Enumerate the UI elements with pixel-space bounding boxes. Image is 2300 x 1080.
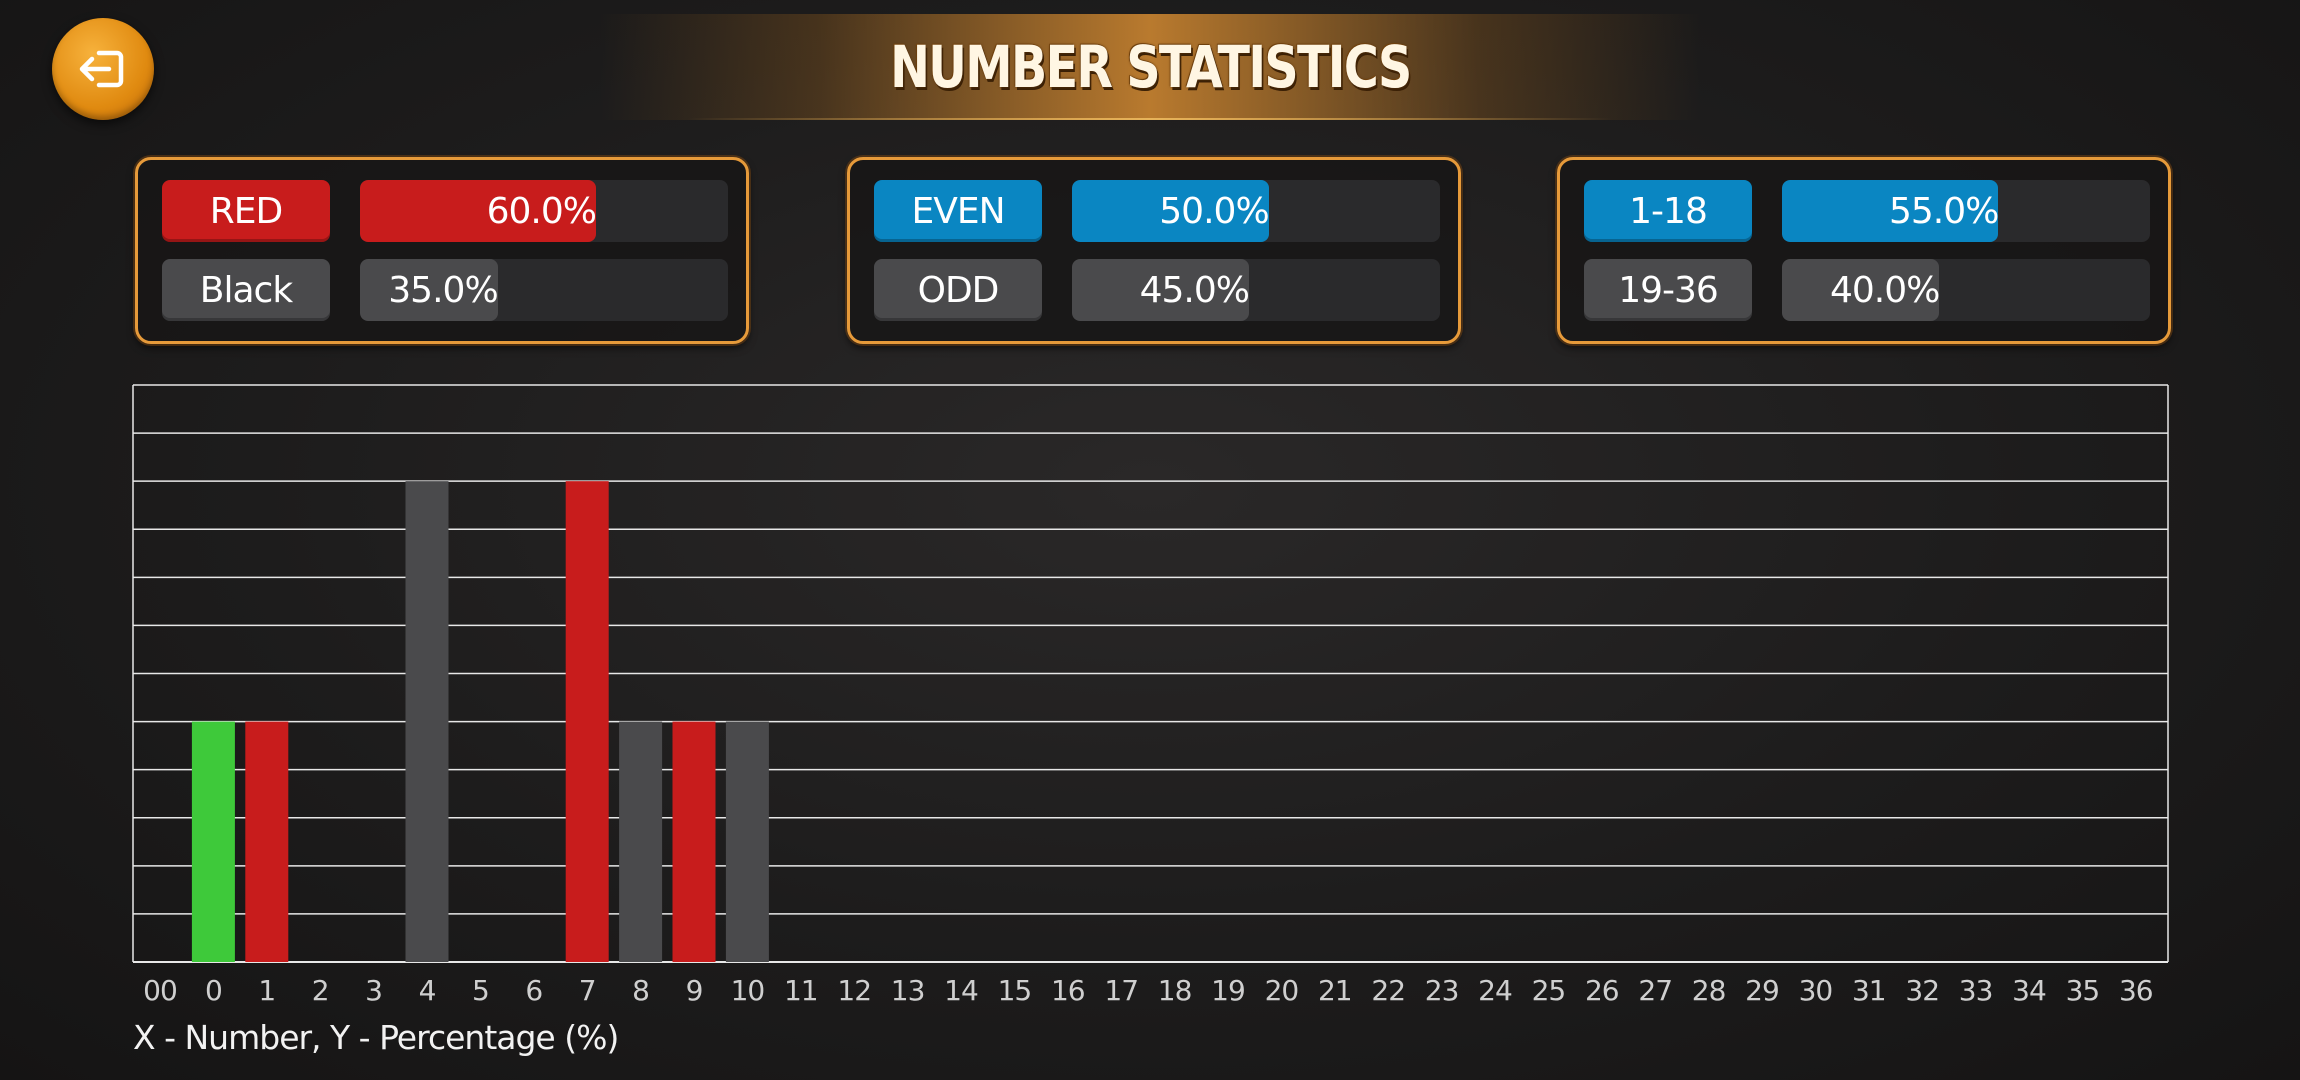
x-tick-label: 31 (1852, 974, 1886, 1007)
x-tick-label: 5 (472, 974, 489, 1007)
stat-bar-fill (360, 259, 498, 321)
stat-value: 50.0% (1159, 190, 1269, 232)
back-button[interactable] (52, 18, 154, 120)
x-tick-label: 29 (1745, 974, 1779, 1007)
axis-caption: X - Number, Y - Percentage (%) (133, 1018, 619, 1057)
x-tick-label: 25 (1532, 974, 1566, 1007)
stat-row: RED 60.0% (162, 180, 728, 242)
x-tick-label: 20 (1265, 974, 1299, 1007)
stat-bar-track (1072, 259, 1440, 321)
stat-bar-track (360, 180, 728, 242)
x-tick-label: 11 (784, 974, 818, 1007)
stat-row: ODD 45.0% (874, 259, 1440, 321)
x-tick-label: 8 (632, 974, 649, 1007)
x-tick-label: 21 (1318, 974, 1352, 1007)
stat-value: 45.0% (1139, 269, 1250, 311)
x-tick-label: 17 (1104, 974, 1138, 1007)
stat-value: 40.0% (1829, 269, 1940, 311)
stat-label: RED (162, 180, 330, 242)
x-tick-label: 26 (1585, 974, 1619, 1007)
x-tick-label: 35 (2066, 974, 2100, 1007)
exit-arrow-icon (79, 50, 124, 88)
stat-row: 19-36 40.0% (1584, 259, 2150, 321)
stat-label: ODD (874, 259, 1042, 321)
x-tick-label: 0 (205, 974, 222, 1007)
bar-10 (725, 721, 769, 962)
stat-bar-fill (1782, 259, 1940, 321)
x-tick-label: 15 (998, 974, 1032, 1007)
stat-value: 35.0% (388, 269, 498, 311)
bar-4 (405, 481, 449, 962)
x-tick-label: 00 (143, 974, 177, 1007)
x-tick-label: 23 (1425, 974, 1459, 1007)
stat-value: 60.0% (486, 190, 597, 232)
stat-label: EVEN (874, 180, 1042, 242)
even-odd-panel: EVEN 50.0% ODD 45.0% (847, 157, 1461, 344)
page-title: NUMBER STATISTICS (889, 33, 1412, 101)
stat-row: Black 35.0% (162, 259, 728, 321)
bar-9 (672, 721, 716, 962)
stat-label: Black (162, 259, 330, 321)
bar-8 (619, 721, 663, 962)
x-tick-label: 34 (2012, 974, 2046, 1007)
bar-0 (191, 721, 235, 962)
x-tick-label: 1 (258, 974, 275, 1007)
x-tick-label: 32 (1905, 974, 1939, 1007)
x-tick-label: 10 (731, 974, 765, 1007)
stat-bar-fill (1782, 180, 1999, 242)
stat-row: EVEN 50.0% (874, 180, 1440, 242)
x-tick-label: 7 (579, 974, 596, 1007)
x-tick-label: 33 (1959, 974, 1993, 1007)
x-tick-label: 16 (1051, 974, 1085, 1007)
x-tick-label: 14 (944, 974, 978, 1007)
red-black-panel: RED 60.0% Black 35.0% (135, 157, 749, 344)
x-tick-label: 18 (1158, 974, 1192, 1007)
x-tick-label: 2 (312, 974, 329, 1007)
x-tick-label: 30 (1799, 974, 1833, 1007)
x-tick-label: 3 (365, 974, 382, 1007)
x-tick-label: 12 (837, 974, 871, 1007)
stat-bar-fill (1072, 180, 1269, 242)
x-tick-label: 4 (419, 974, 436, 1007)
stat-bar-fill (360, 180, 596, 242)
x-tick-label: 24 (1478, 974, 1512, 1007)
stat-bar-track (1072, 180, 1440, 242)
stat-bar-track (1782, 180, 2150, 242)
stat-bar-fill (1072, 259, 1249, 321)
stat-label: 1-18 (1584, 180, 1752, 242)
x-tick-label: 6 (525, 974, 542, 1007)
x-tick-label: 28 (1692, 974, 1726, 1007)
x-tick-label: 27 (1638, 974, 1672, 1007)
bar-1 (245, 721, 289, 962)
stat-label: 19-36 (1584, 259, 1752, 321)
x-tick-label: 36 (2119, 974, 2153, 1007)
bar-7 (565, 481, 609, 962)
number-frequency-chart: 00 0 1 2 3 4 5 6 7 8 9 10 11 12 13 14 15 16 17 18 19 20 21 22 23… (132, 384, 2169, 1007)
stat-row: 1-18 55.0% (1584, 180, 2150, 242)
x-tick-label: 13 (891, 974, 925, 1007)
title-banner: NUMBER STATISTICS (600, 14, 1700, 120)
stat-value: 55.0% (1888, 190, 1999, 232)
x-tick-label: 22 (1371, 974, 1405, 1007)
stat-bar-track (1782, 259, 2150, 321)
x-tick-label: 19 (1211, 974, 1245, 1007)
x-tick-label: 9 (686, 974, 703, 1007)
low-high-panel: 1-18 55.0% 19-36 40.0% (1557, 157, 2171, 344)
stat-bar-track (360, 259, 728, 321)
